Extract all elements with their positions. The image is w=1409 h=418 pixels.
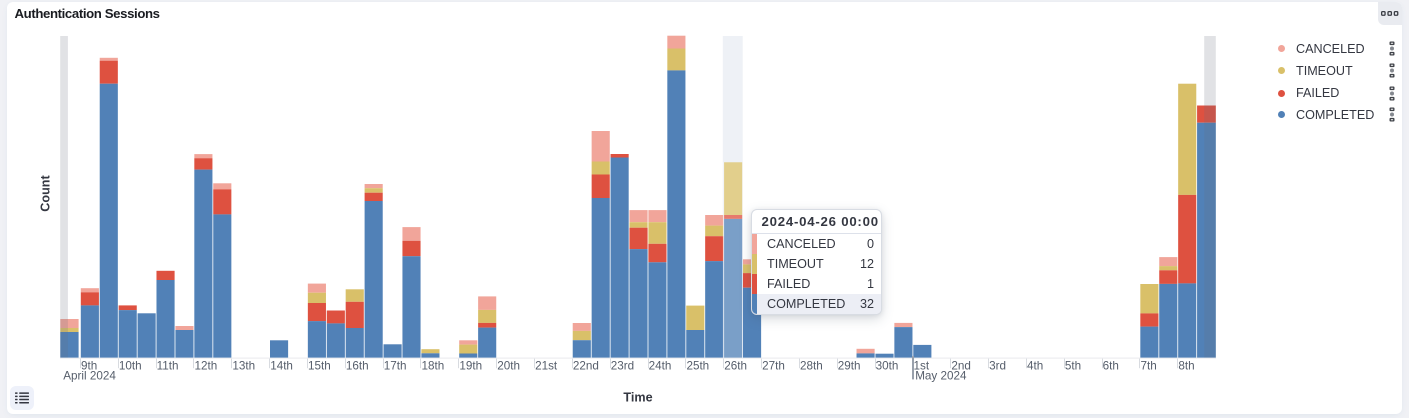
svg-text:17th: 17th xyxy=(384,359,407,372)
svg-text:20th: 20th xyxy=(497,359,520,372)
svg-text:6th: 6th xyxy=(1103,359,1119,372)
svg-text:22nd: 22nd xyxy=(573,359,599,372)
svg-text:2nd: 2nd xyxy=(951,359,971,372)
svg-text:28th: 28th xyxy=(800,359,823,372)
svg-text:12th: 12th xyxy=(195,359,218,372)
svg-text:4th: 4th xyxy=(1027,359,1043,372)
svg-text:8th: 8th xyxy=(1178,359,1194,372)
svg-text:5th: 5th xyxy=(1065,359,1081,372)
svg-text:May 2024: May 2024 xyxy=(915,369,967,382)
svg-text:7th: 7th xyxy=(1141,359,1157,372)
svg-text:10th: 10th xyxy=(119,359,142,372)
svg-text:Time: Time xyxy=(623,391,652,405)
svg-text:15th: 15th xyxy=(308,359,331,372)
svg-text:Count: Count xyxy=(38,175,52,212)
svg-text:11th: 11th xyxy=(157,359,179,372)
svg-text:19th: 19th xyxy=(459,359,482,372)
svg-text:25th: 25th xyxy=(686,359,709,372)
svg-text:April 2024: April 2024 xyxy=(63,369,116,382)
svg-text:13th: 13th xyxy=(232,359,255,372)
svg-text:29th: 29th xyxy=(838,359,861,372)
svg-text:30th: 30th xyxy=(876,359,899,372)
svg-text:18th: 18th xyxy=(422,359,445,372)
svg-text:16th: 16th xyxy=(346,359,369,372)
svg-text:21st: 21st xyxy=(535,359,558,372)
svg-text:3rd: 3rd xyxy=(989,359,1006,372)
svg-text:24th: 24th xyxy=(649,359,672,372)
svg-text:27th: 27th xyxy=(762,359,785,372)
svg-text:14th: 14th xyxy=(270,359,293,372)
svg-text:26th: 26th xyxy=(724,359,747,372)
svg-text:9th: 9th xyxy=(81,359,97,372)
svg-text:23rd: 23rd xyxy=(611,359,634,372)
svg-text:1st: 1st xyxy=(913,359,929,372)
